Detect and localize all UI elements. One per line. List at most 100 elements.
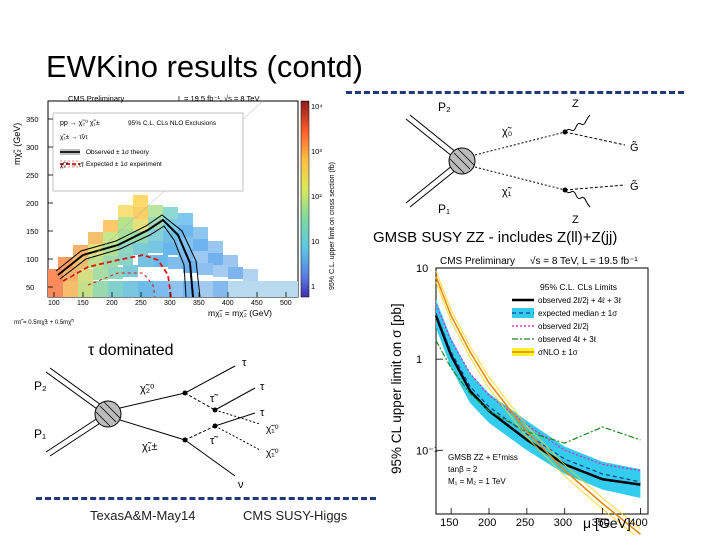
observed-contour (57, 218, 194, 298)
heatmap-cells (48, 195, 298, 297)
left-x-tick: 150 (77, 300, 89, 307)
limit-plot-ylabel: 95% CL upper limit on σ [pb] (389, 303, 404, 474)
left-y-tick: 100 (26, 255, 39, 264)
left-x-tick: 250 (135, 300, 147, 307)
diagram-bottom-tau-low: τ (260, 407, 265, 419)
y-tick-label: 1 (416, 354, 422, 366)
left-plot-decay2: χ̃₂⁰ → τ̃τ (60, 161, 84, 169)
left-plot-zlabel: 95% C.L. upper limit on cross section (f… (329, 162, 336, 290)
series-line-2 (435, 304, 641, 472)
diagram-bottom-p1: P₁ (34, 427, 46, 441)
annotation-line: GMSB ZZ + Eᵀmiss (448, 453, 518, 462)
left-z-tick: 10 (311, 237, 319, 246)
footer-center: CMS SUSY-Higgs (243, 508, 348, 523)
left-plot-process: pp → χ̃₂⁰ χ̃₁± (60, 119, 100, 127)
limit-plot-frame (435, 267, 649, 515)
left-y-tick: 50 (26, 283, 34, 292)
diagram-top-z-top: Z (572, 98, 579, 110)
diagram-top-p1: P₁ (438, 202, 450, 216)
left-plot-xlabel: mχ̃₁ = mχ̃₂ (GeV) (208, 308, 272, 318)
x-tick-label: 300 (554, 517, 572, 529)
diagram-bottom-chi10-top: χ̃₁⁰ (266, 424, 279, 435)
x-tick-label: 200 (478, 517, 496, 529)
diagram-bottom-p2: P₂ (34, 379, 47, 393)
footer-divider (36, 497, 376, 500)
y-tick-label: 10 (416, 263, 428, 275)
diagram-top-p2: P₂ (438, 100, 451, 114)
left-x-tick: 500 (280, 300, 292, 307)
slide-title: EWKino results (contd) (46, 49, 363, 84)
left-plot-exclusion-title: 95% C.L. CLs NLO Exclusions (128, 120, 217, 127)
left-x-tick: 200 (106, 300, 118, 307)
x-tick-label: 250 (516, 517, 534, 529)
title-divider (346, 91, 684, 94)
diagram-bottom-stau-bottom: τ̃ (210, 435, 218, 447)
left-x-tick: 100 (48, 300, 60, 307)
left-plot-z-ticks: 10⁴ 10³ 10² 10 1 (311, 102, 323, 291)
z-boson-bottom (564, 189, 591, 208)
left-y-tick: 350 (26, 115, 39, 124)
x-tick-label: 150 (440, 517, 458, 529)
color-scale (300, 100, 310, 298)
diagram-top-g-top: G̃ (630, 141, 639, 154)
observed-contour-band-outer (55, 214, 201, 298)
limit-plot-header-left: CMS Preliminary (440, 256, 515, 267)
limit-plot-y-ticks: 10 1 10⁻¹ (416, 263, 443, 457)
diagram-top-chi-bottom: χ̃₁ (502, 186, 512, 198)
legend-label: observed 4ℓ + 3ℓ (538, 335, 597, 344)
legend-label: expected median ± 1σ (538, 309, 617, 318)
x-tick-label: 350 (592, 517, 610, 529)
left-plot-legend-observed: Observed ± 1σ theory (86, 149, 150, 156)
x-tick-label: 400 (629, 517, 647, 529)
diagram-top-z-bottom: Z (572, 214, 579, 226)
series-line-4 (435, 276, 641, 535)
limit-plot-header-right: √s = 8 TeV, L = 19.5 fb⁻¹ (530, 255, 638, 267)
feynman-diagram-tau: P₂ P₁ χ̃₂⁰ χ̃₁± τ τ τ τ̃ τ̃ χ̃₁⁰ χ̃₁⁰ ν (34, 358, 279, 491)
legend-label: σNLO ± 1σ (538, 348, 578, 357)
left-y-tick: 300 (26, 143, 39, 152)
left-z-tick: 10⁴ (311, 102, 323, 111)
limit-plot-xlabel: μ [GeV] (583, 515, 631, 531)
diagram-bottom-chi1pm: χ̃₁± (142, 441, 158, 453)
left-plot-y-ticks: 350 300 250 200 150 100 50 (26, 115, 53, 292)
diagram-top-g-bottom: G̃ (630, 180, 639, 193)
expected-contour (62, 254, 172, 298)
limit-plot-x-ticks: 150 200 250 300 350 400 (440, 508, 648, 529)
left-plot-mass-relation: mτ̃ = 0.5mχ̃± + 0.5mχ̃⁰ (14, 319, 74, 326)
left-z-tick: 1 (311, 282, 315, 291)
feynman-diagram-gmsb: P₂ P₁ χ̃₀ χ̃₁ Z Z G̃ G̃ (405, 98, 639, 226)
left-x-tick: 400 (222, 300, 234, 307)
left-y-tick: 150 (26, 227, 39, 236)
left-y-tick: 200 (26, 199, 39, 208)
limit-plot: CMS Preliminary √s = 8 TeV, L = 19.5 fb⁻… (380, 252, 720, 535)
series-line-3 (435, 340, 641, 444)
left-y-tick: 250 (26, 171, 39, 180)
diagram-bottom-tau-mid: τ (260, 381, 265, 393)
left-plot-ylabel: mχ̃₂ (GeV) (12, 123, 22, 165)
diagram-bottom-chi10-bottom: χ̃₁⁰ (266, 448, 279, 459)
diagram-bottom-nu: ν (238, 479, 244, 491)
diagram-bottom-tau-top: τ (242, 358, 247, 369)
series-line-0 (434, 315, 641, 486)
left-x-tick: 350 (193, 300, 205, 307)
footer-left: TexasA&M-May14 (90, 508, 196, 523)
limit-plot-legend-title: 95% C.L. CLs Limits (540, 282, 617, 292)
left-plot-header-right: L = 19.5 fb⁻¹, √s = 8 TeV (178, 95, 259, 103)
y-tick-label: 10⁻¹ (416, 445, 438, 457)
annotation-line: tanβ = 2 (448, 465, 478, 474)
diagram-bottom-stau-top: τ̃ (210, 393, 218, 405)
exclusion-heatmap: CMS Preliminary L = 19.5 fb⁻¹, √s = 8 Te… (8, 95, 343, 330)
diagram-top-chi-top: χ̃₀ (502, 126, 512, 138)
left-x-tick: 300 (164, 300, 176, 307)
legend-label: observed 2ℓ/2j + 4ℓ + 3ℓ (538, 296, 621, 305)
left-z-tick: 10² (311, 192, 322, 201)
series-line-1 (435, 312, 641, 483)
left-plot-legend-expected: Expected ± 1σ experiment (86, 161, 162, 168)
gmsb-caption: GMSB SUSY ZZ - includes Z(ll)+Z(jj) (373, 229, 618, 246)
sigma-nlo-band-lower (435, 282, 636, 535)
annotation-line: M₁ = M₂ = 1 TeV (448, 477, 506, 486)
left-z-tick: 10³ (311, 147, 322, 156)
sigma-nlo-band-upper (435, 271, 641, 530)
left-plot-header-left: CMS Preliminary (68, 95, 125, 103)
diagram-bottom-chi2: χ̃₂⁰ (140, 383, 155, 395)
